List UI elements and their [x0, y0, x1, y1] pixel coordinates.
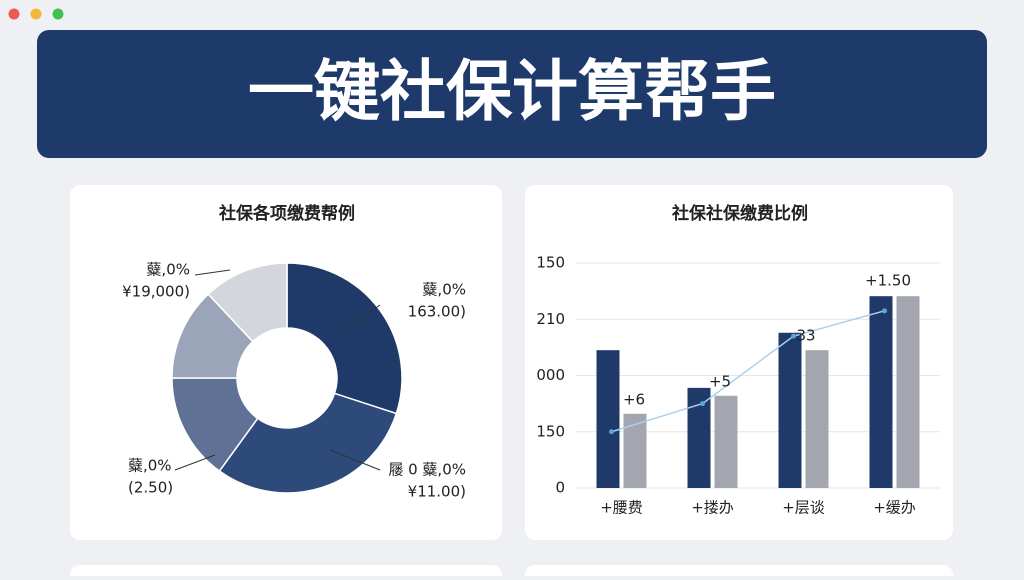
chart-title: 社保社保缴费比例 — [671, 203, 808, 224]
donut-segment — [286, 262, 403, 415]
x-tick-label: +层谈 — [782, 499, 825, 517]
bar — [778, 332, 802, 488]
leader-line — [329, 449, 381, 471]
slice-label: (2.50) — [128, 479, 173, 497]
y-tick-label: 0 — [555, 479, 565, 497]
slice-label: ¥11.00) — [408, 483, 466, 501]
y-tick-label: 150 — [536, 254, 565, 272]
chart-title: 社保各项缴费帮例 — [218, 203, 355, 224]
slice-label: 糵,0% — [422, 281, 466, 299]
x-tick-label: +腰费 — [600, 499, 643, 517]
maximize-button[interactable] — [52, 8, 64, 20]
slice-label: 163.00) — [408, 303, 466, 321]
bar — [869, 296, 893, 488]
header-banner — [37, 30, 987, 158]
header-title: 一键社保计算帮手 — [248, 53, 776, 130]
bar — [896, 296, 920, 488]
close-button[interactable] — [8, 8, 20, 20]
donut-segment — [171, 377, 259, 473]
donut-segment — [207, 262, 288, 343]
slice-label: 糵,0% — [146, 261, 190, 279]
card — [525, 565, 953, 580]
annotation: +5 — [709, 373, 731, 391]
annotation: 33 — [796, 327, 815, 345]
card — [70, 185, 502, 540]
y-tick-label: 000 — [536, 366, 565, 384]
slice-label: ¥19,000) — [122, 283, 190, 301]
bar — [687, 387, 711, 488]
donut-segment — [218, 392, 398, 494]
line-point — [882, 308, 887, 314]
slice-label: 糵,0% — [128, 457, 172, 475]
bar — [714, 395, 738, 488]
y-tick-label: 210 — [536, 310, 565, 328]
slice-label: 屦 0 糵,0% — [388, 461, 466, 479]
line-point — [700, 401, 705, 407]
annotation: +1.50 — [865, 272, 911, 290]
x-tick-label: +缓办 — [873, 499, 916, 517]
line-point — [791, 333, 796, 339]
line-point — [609, 429, 614, 435]
annotation: +6 — [623, 391, 645, 409]
minimize-button[interactable] — [30, 8, 42, 20]
line — [611, 310, 885, 433]
x-tick-label: +搂办 — [691, 499, 734, 517]
leader-line — [344, 304, 381, 331]
leader-line — [194, 269, 231, 276]
y-tick-label: 150 — [536, 422, 565, 440]
card — [70, 565, 502, 580]
leader-line — [174, 454, 216, 471]
bar — [596, 350, 620, 488]
bar — [623, 413, 647, 488]
bar — [805, 350, 829, 488]
